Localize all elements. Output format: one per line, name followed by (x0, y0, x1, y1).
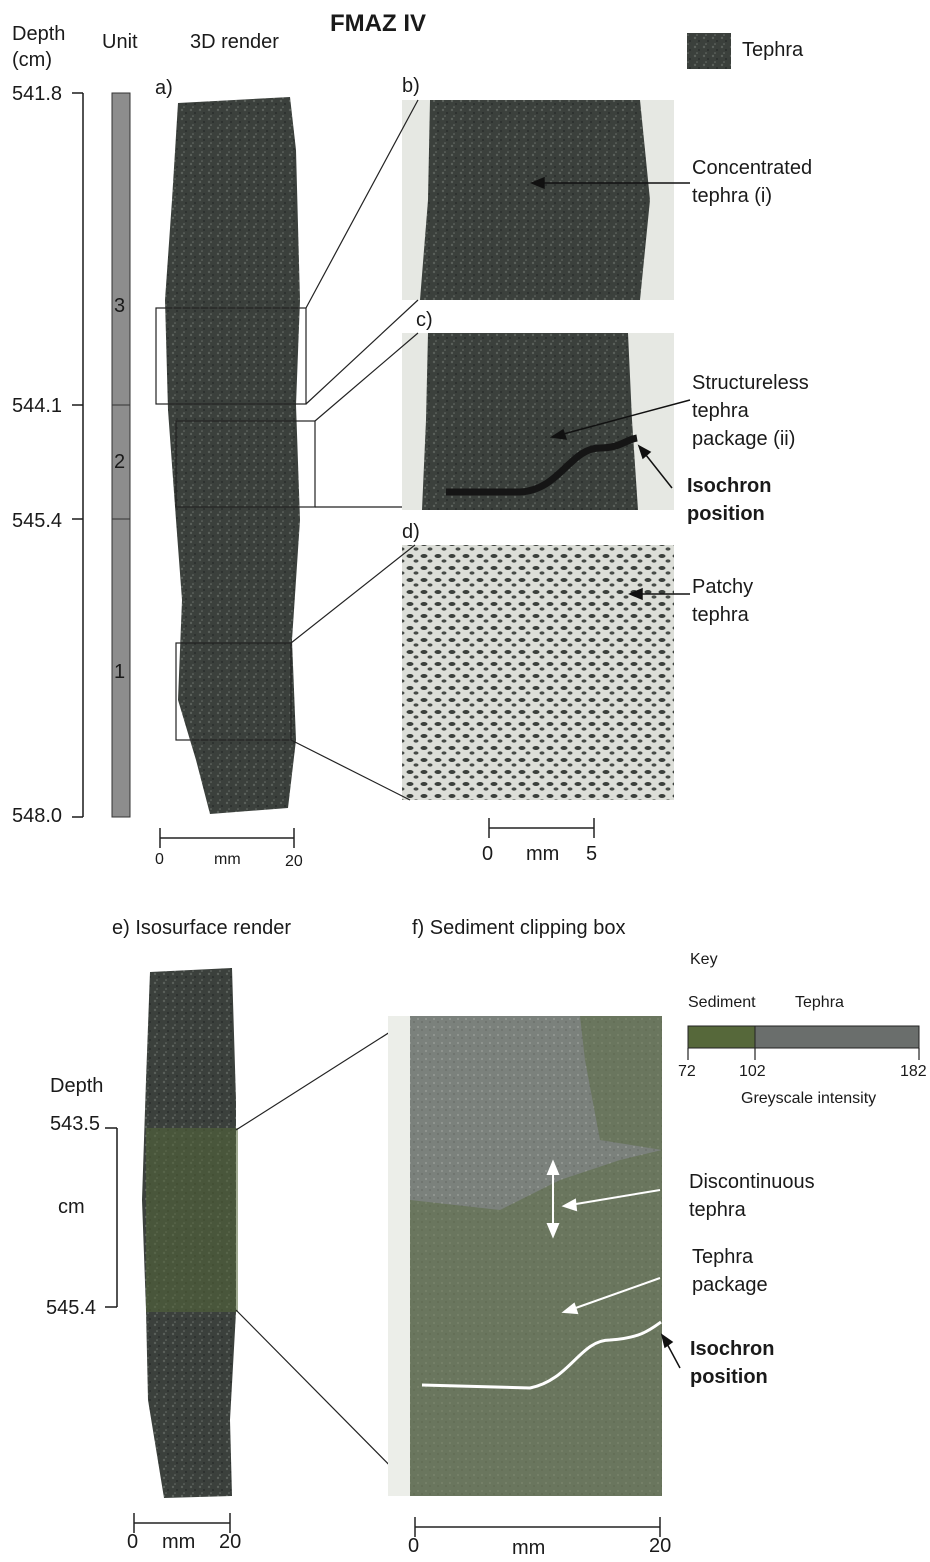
scale-e-end: 20 (219, 1531, 242, 1553)
key-tick-label: 102 (739, 1063, 766, 1080)
scale-e-unit: mm (162, 1531, 196, 1553)
scale-bar-a (159, 828, 295, 848)
depth-e-unit: cm (58, 1196, 85, 1218)
connector-lines (290, 99, 419, 801)
depth-tick-label: 541.8 (12, 83, 63, 105)
figure-title: FMAZ IV (330, 10, 426, 37)
scale-bcd-unit: mm (526, 843, 560, 865)
panel-b-image (420, 100, 650, 300)
render3d-header: 3D render (190, 31, 279, 53)
concentrated-tephra-label: Concentrated tephra (i) (692, 157, 813, 207)
isochron-position-label: Isochron position (687, 475, 772, 525)
panel-f-sediment-upper (580, 1016, 662, 1150)
depth-tick-label: 544.1 (12, 395, 63, 417)
panel-label-b: b) (402, 75, 420, 97)
depth-header: Depth (12, 23, 66, 45)
isochron-position-f-label: Isochron position (690, 1338, 775, 1388)
core-3d-render (165, 97, 300, 814)
panel-f-tephra (410, 1016, 662, 1496)
unit-label: 1 (114, 661, 126, 683)
scale-a-start: 0 (155, 851, 164, 868)
depth-axis (72, 92, 84, 818)
key-tephra-label: Tephra (795, 994, 844, 1011)
unit-label: 2 (114, 451, 126, 473)
panel-e-title: e) Isosurface render (112, 917, 291, 939)
isochron-arrow-f (660, 1333, 681, 1369)
depth-bracket-e (105, 1127, 118, 1308)
tephra-legend-swatch (687, 33, 731, 69)
panel-c-frame (402, 333, 674, 510)
key-axis-label: Greyscale intensity (741, 1090, 877, 1107)
panel-d-image (402, 545, 674, 800)
unit-label: 3 (114, 295, 126, 317)
depth-unit-header: (cm) (12, 49, 52, 71)
clipping-box-e (146, 1128, 238, 1312)
annotation-arrows-f (546, 1159, 661, 1315)
key-title: Key (690, 951, 718, 968)
depth-e-bottom: 545.4 (46, 1297, 97, 1319)
scale-e-start: 0 (127, 1531, 139, 1553)
discontinuous-tephra-label: Discontinuous tephra (689, 1171, 815, 1221)
depth-e-label: Depth (50, 1075, 104, 1097)
structureless-tephra-label: Structureless tephra package (ii) (692, 372, 809, 450)
depth-tick-label: 545.4 (12, 510, 63, 532)
scale-bar-bcd (488, 818, 595, 838)
key-sediment-label: Sediment (688, 994, 756, 1011)
key-tick-label: 72 (678, 1063, 696, 1080)
panel-f-sediment-lower (410, 1150, 662, 1496)
scale-a-end: 20 (285, 853, 303, 870)
scale-f-end: 20 (649, 1535, 672, 1557)
scale-bcd-end: 5 (586, 843, 598, 865)
zoom-boxes (155, 307, 316, 741)
patchy-tephra-label: Patchy tephra (692, 576, 754, 626)
scale-f-start: 0 (408, 1535, 420, 1557)
scale-a-unit: mm (214, 851, 241, 868)
tephra-package-label: Tephra package (692, 1246, 768, 1296)
core-isosurface-render (142, 968, 236, 1498)
depth-e-top: 543.5 (50, 1113, 101, 1135)
connector-lines-ef (235, 1017, 419, 1495)
isochron-line-f (421, 1320, 662, 1390)
panel-label-c: c) (416, 309, 433, 331)
tephra-legend-label: Tephra (742, 39, 804, 61)
panel-c-image (422, 333, 638, 510)
key-colorbar (687, 1025, 920, 1060)
isochron-line-c (446, 434, 638, 496)
key-tick-label: 182 (900, 1063, 927, 1080)
scale-bcd-start: 0 (482, 843, 494, 865)
scale-f-unit: mm (512, 1537, 546, 1559)
unit-header: Unit (102, 31, 138, 53)
depth-tick-label: 548.0 (12, 805, 63, 827)
panel-b-frame (402, 100, 674, 300)
panel-label-d: d) (402, 521, 420, 543)
panel-label-a: a) (155, 77, 173, 99)
annotation-arrows-top (530, 176, 691, 601)
panel-f-title: f) Sediment clipping box (412, 917, 626, 939)
panel-f-frame (388, 1016, 662, 1496)
